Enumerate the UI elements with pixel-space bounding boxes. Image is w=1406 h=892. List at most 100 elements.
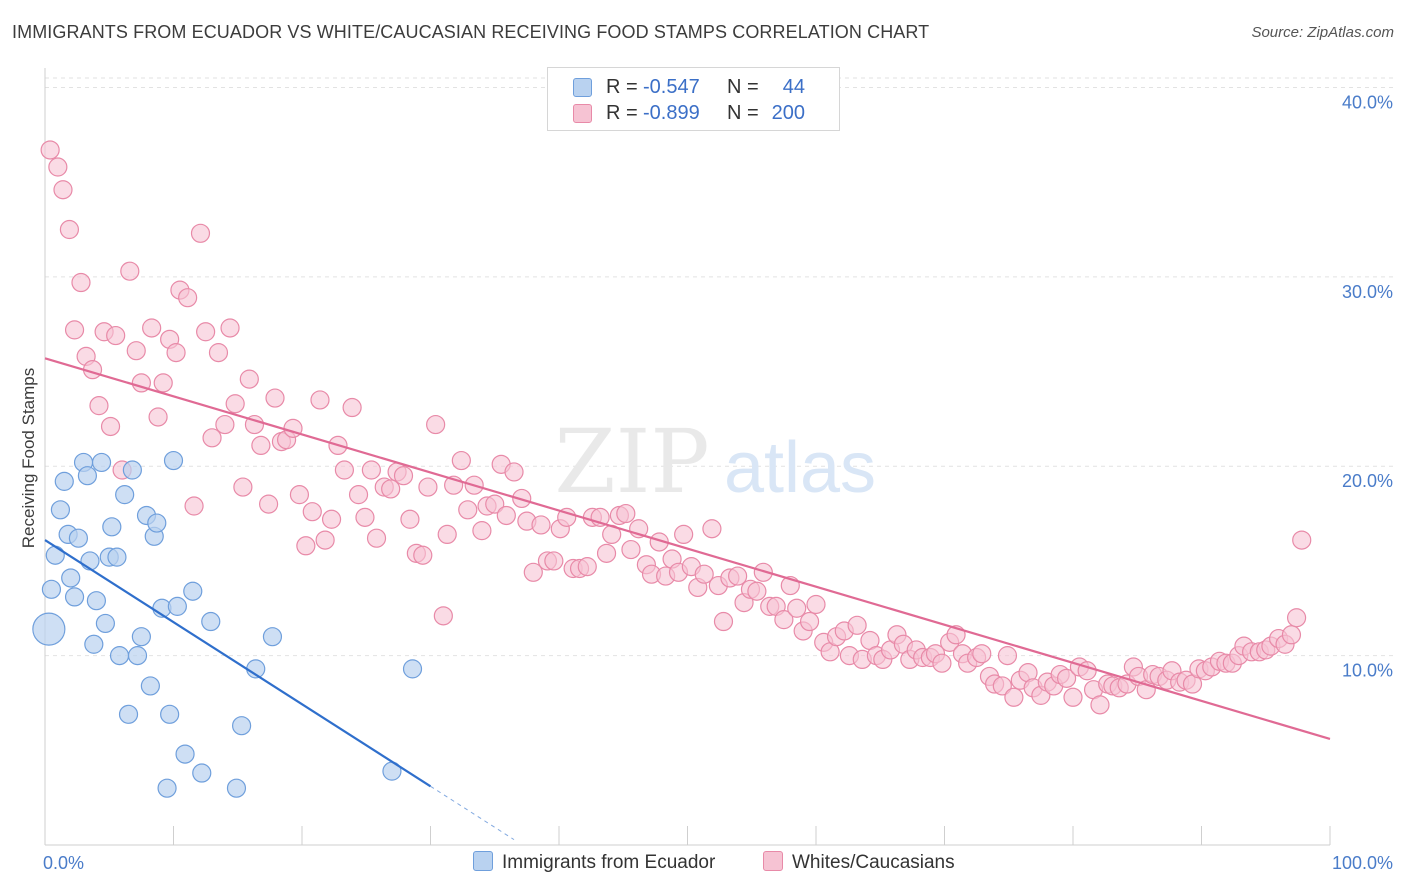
data-point-ecuador <box>232 716 252 736</box>
data-point-whites <box>120 261 140 281</box>
data-point-ecuador <box>84 634 104 654</box>
data-point-whites <box>437 524 457 545</box>
data-point-ecuador <box>118 704 139 724</box>
data-point-whites <box>1292 530 1312 550</box>
bottom-legend-whites: Whites/Caucasians <box>763 851 955 874</box>
data-point-whites <box>106 325 126 346</box>
data-point-whites <box>355 507 375 527</box>
legend-n-label: N = <box>727 102 759 124</box>
data-point-whites <box>190 223 211 243</box>
data-point-whites <box>787 598 807 618</box>
data-point-whites <box>366 528 387 548</box>
data-point-whites <box>178 288 198 308</box>
data-point-whites <box>1286 608 1307 628</box>
data-point-whites <box>126 341 146 361</box>
data-point-whites <box>321 509 342 529</box>
data-point-whites <box>348 485 369 505</box>
legend-r-label: R = <box>606 76 638 98</box>
legend-r-label: R = <box>606 102 638 124</box>
chart-source: Source: ZipAtlas.com <box>1251 24 1394 41</box>
data-point-ecuador <box>175 744 195 764</box>
data-point-whites <box>596 543 617 563</box>
y-tick-label: 10.0% <box>1342 661 1393 681</box>
axes <box>44 68 1331 846</box>
data-point-whites <box>997 646 1018 666</box>
data-point-whites <box>747 581 767 601</box>
data-point-whites <box>616 503 636 524</box>
data-point-whites <box>166 343 186 363</box>
data-point-whites <box>289 485 310 505</box>
data-point-whites <box>799 611 820 632</box>
data-point-ecuador <box>201 611 221 632</box>
data-point-whites <box>53 180 73 200</box>
data-point-whites <box>220 318 240 338</box>
trend-lines <box>44 357 1331 841</box>
bottom-legend-label-whites: Whites/Caucasians <box>792 852 955 873</box>
data-point-whites <box>89 396 109 416</box>
data-point-whites <box>472 521 492 541</box>
data-point-whites <box>251 435 271 456</box>
data-point-whites <box>1281 625 1302 645</box>
data-point-whites <box>774 610 794 630</box>
data-point-whites <box>381 479 401 499</box>
data-point-ecuador <box>147 513 167 533</box>
data-point-whites <box>48 157 68 177</box>
data-point-whites <box>202 428 222 448</box>
legend-row-ecuador: R = -0.547 N = 44 <box>548 75 839 101</box>
data-point-ecuador <box>95 613 115 634</box>
data-point-whites <box>458 500 478 520</box>
data-point-ecuador <box>157 778 177 798</box>
data-point-whites <box>342 397 362 418</box>
trend-line-ecuador-extension <box>430 785 515 841</box>
data-point-whites <box>1090 695 1110 715</box>
data-point-whites <box>296 536 316 556</box>
data-point-ecuador <box>41 579 62 599</box>
legend-r-value: -0.547 <box>643 76 700 98</box>
y-axis-label: Receiving Food Stamps <box>19 368 38 548</box>
data-point-whites <box>1004 687 1024 707</box>
data-point-ecuador <box>160 704 180 724</box>
data-point-whites <box>258 494 279 514</box>
data-point-ecuador <box>163 450 184 471</box>
data-point-ecuador <box>54 471 74 491</box>
bottom-legend-swatch-blue <box>473 851 493 871</box>
data-point-whites <box>433 606 453 626</box>
data-point-ecuador <box>131 627 151 647</box>
data-point-whites <box>523 562 543 582</box>
data-point-ecuador <box>183 581 203 601</box>
data-point-whites <box>265 388 285 408</box>
data-point-ecuador <box>91 452 112 473</box>
data-point-ecuador <box>64 587 85 607</box>
data-point-whites <box>361 460 381 480</box>
data-point-whites <box>577 557 597 577</box>
data-point-whites <box>544 551 564 571</box>
data-point-ecuador <box>127 646 148 666</box>
y-tick-label: 40.0% <box>1342 92 1393 112</box>
data-point-whites <box>621 539 641 560</box>
data-point-whites <box>142 318 162 338</box>
data-point-whites <box>184 496 204 516</box>
data-point-ecuador <box>32 612 66 646</box>
data-point-whites <box>148 407 168 427</box>
data-point-whites <box>233 477 253 497</box>
trend-line-ecuador <box>44 539 432 788</box>
data-point-ecuador <box>109 646 130 666</box>
data-point-whites <box>100 416 121 437</box>
legend-row-whites: R = -0.899 N = 200 <box>548 101 839 127</box>
series-immigrants-from-ecuador <box>32 450 423 798</box>
watermark: ZIP atlas <box>554 410 876 513</box>
data-point-ecuador <box>192 763 212 783</box>
data-point-whites <box>64 320 85 340</box>
watermark-zip: ZIP <box>554 410 709 513</box>
data-point-whites <box>426 414 446 435</box>
data-point-ecuador <box>226 778 247 798</box>
data-point-ecuador <box>102 517 122 537</box>
data-point-whites <box>59 219 80 240</box>
data-point-whites <box>806 594 826 615</box>
data-point-whites <box>992 676 1012 696</box>
data-point-whites <box>753 562 773 582</box>
data-point-ecuador <box>45 545 65 565</box>
data-point-whites <box>531 515 551 535</box>
data-point-whites <box>972 644 992 664</box>
x-tick-label: 0.0% <box>43 853 84 873</box>
